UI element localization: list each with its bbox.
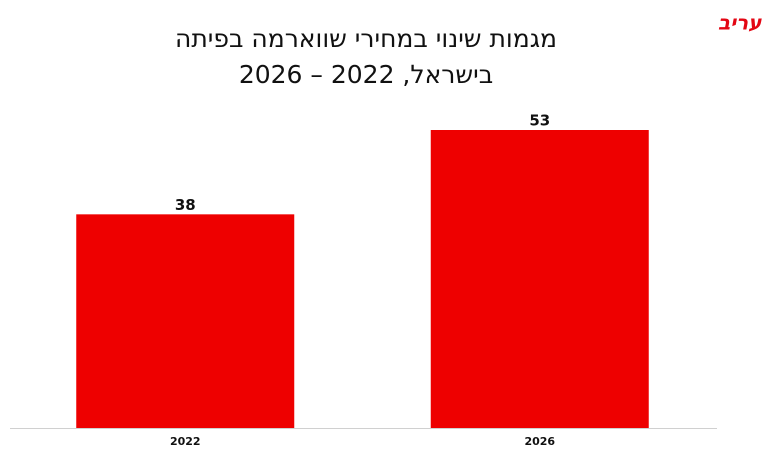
x-tick-label: 2026 xyxy=(524,435,555,448)
bar xyxy=(430,130,649,428)
bar xyxy=(76,214,295,428)
x-tick-label: 2022 xyxy=(170,435,201,448)
chart-title: בישראל, 2022 – 2026 xyxy=(239,60,493,89)
value-label: 38 xyxy=(175,196,196,214)
chart-title: מגמות שינוי במחירי שווארמה בפיתה xyxy=(175,24,557,53)
brand-logo: מעריב xyxy=(718,11,762,35)
value-label: 53 xyxy=(529,112,550,130)
